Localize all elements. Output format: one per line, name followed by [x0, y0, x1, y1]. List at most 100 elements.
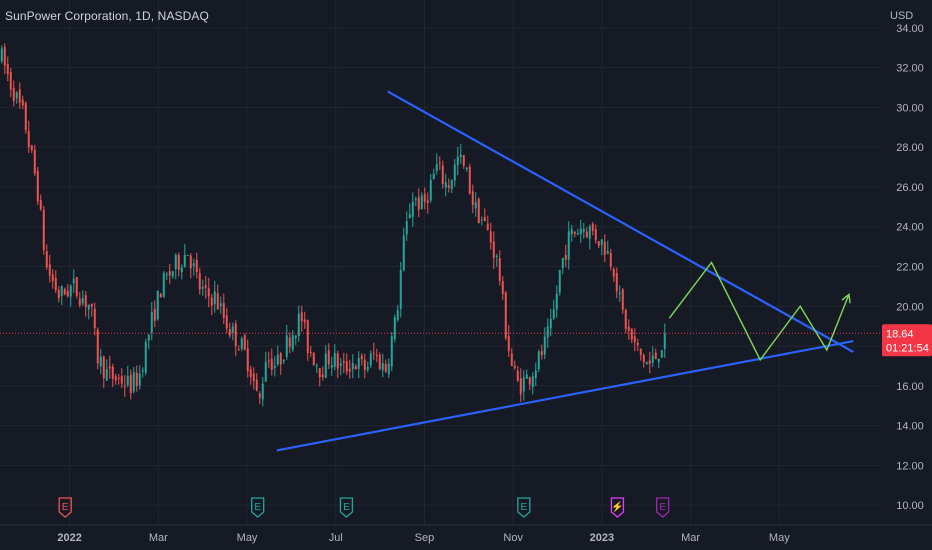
candle-body — [102, 356, 105, 379]
candle-body — [564, 255, 567, 260]
candle-body — [144, 341, 147, 373]
candle-body — [459, 154, 462, 157]
trendline-upper[interactable] — [387, 90, 854, 353]
candle-body — [456, 156, 459, 165]
candle-body — [570, 229, 573, 235]
price-tag-bg — [882, 324, 932, 357]
candle-body — [81, 297, 84, 304]
candle-body — [108, 366, 111, 369]
candle-body — [402, 235, 405, 271]
candle-body — [411, 201, 414, 218]
candle-body — [57, 289, 60, 299]
candle-body — [498, 258, 501, 281]
event-marker[interactable]: E — [339, 497, 354, 518]
candle-body — [12, 88, 15, 102]
candle-body — [486, 223, 489, 230]
candle-body — [465, 167, 468, 170]
candle-body — [342, 361, 345, 363]
y-tick-label: 10.00 — [896, 500, 924, 512]
candle-body — [96, 329, 99, 364]
candle-body — [531, 376, 534, 388]
candle-body — [288, 337, 291, 348]
candle-body — [576, 233, 579, 235]
candle-body — [495, 255, 498, 258]
candle-body — [399, 270, 402, 309]
candle-body — [429, 180, 432, 201]
event-marker[interactable]: ⚡ — [610, 497, 625, 518]
candle-body — [588, 226, 591, 239]
candle-body — [255, 379, 258, 391]
x-tick-label: Mar — [681, 532, 700, 544]
event-marker[interactable]: E — [517, 497, 531, 518]
candle-body — [183, 254, 186, 267]
candle-body — [3, 46, 6, 66]
candle-body — [264, 361, 267, 382]
candle-body — [24, 103, 27, 131]
candle-body — [111, 366, 114, 379]
candle-body — [15, 92, 18, 99]
candle-body — [618, 292, 621, 295]
candle-body — [654, 352, 657, 360]
candle-body — [483, 217, 486, 222]
candle-body — [471, 191, 474, 205]
trendline-lower[interactable] — [276, 339, 854, 452]
candle-body — [87, 304, 90, 310]
candle-body — [210, 297, 213, 306]
candle-body — [333, 353, 336, 367]
candle-body — [36, 170, 39, 202]
x-tick-label: Mar — [149, 532, 168, 544]
candle-body — [159, 293, 162, 298]
candle-body — [66, 290, 69, 297]
candle-body — [222, 303, 225, 318]
price-tag-countdown: 01:21:54 — [886, 342, 929, 354]
currency-label: USD — [890, 10, 914, 22]
candle-body — [375, 355, 378, 357]
candle-body — [147, 334, 150, 341]
candle-body — [180, 267, 183, 273]
event-marker[interactable]: E — [656, 497, 670, 518]
candle-body — [357, 358, 360, 369]
candle-body — [474, 202, 477, 209]
candle-body — [519, 378, 522, 395]
candle-body — [228, 329, 231, 336]
candle-body — [507, 335, 510, 352]
event-badge — [610, 497, 625, 518]
candle-body — [63, 289, 66, 295]
candle-body — [396, 309, 399, 320]
event-label: ⚡ — [611, 500, 623, 513]
candle-body — [51, 274, 54, 282]
x-tick-label: May — [769, 532, 790, 544]
y-tick-label: 14.00 — [896, 421, 924, 433]
candle-body — [537, 351, 540, 370]
candle-body — [123, 385, 126, 387]
candle-body — [117, 377, 120, 379]
event-marker[interactable]: E — [58, 497, 72, 518]
candle-body — [99, 356, 102, 367]
candle-body — [291, 335, 294, 350]
candle-body — [78, 298, 81, 306]
candle-body — [639, 348, 642, 355]
projection-arrow-head — [841, 292, 851, 304]
candle-body — [573, 231, 576, 234]
candle-body — [285, 335, 288, 357]
candle-body — [345, 361, 348, 372]
price-axis-panel[interactable] — [880, 0, 932, 550]
candle-body — [369, 353, 372, 366]
candle-body — [549, 318, 552, 329]
candle-body — [309, 351, 312, 353]
candle-body — [663, 333, 666, 349]
candle-body — [351, 362, 354, 370]
candle-body — [504, 292, 507, 339]
y-tick-label: 12.00 — [896, 460, 924, 472]
candle-body — [48, 264, 51, 276]
candle-body — [0, 48, 3, 62]
candle-body — [492, 241, 495, 258]
event-marker[interactable]: E — [251, 497, 265, 518]
projection-path[interactable] — [668, 261, 850, 362]
event-label: E — [254, 502, 261, 513]
candle-body — [267, 360, 270, 362]
candle-body — [177, 254, 180, 270]
candle-body — [516, 370, 519, 381]
candle-body — [489, 231, 492, 243]
